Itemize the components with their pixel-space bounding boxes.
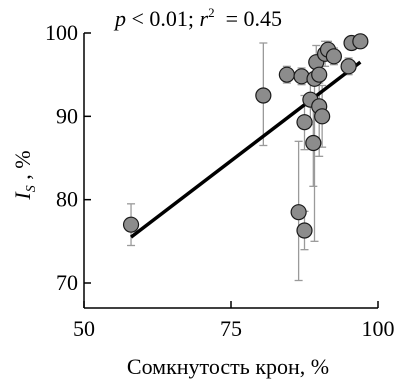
regression-line (129, 60, 362, 239)
data-point (122, 216, 140, 233)
x-tick-label: 50 (73, 316, 95, 341)
y-tick-label: 90 (56, 103, 78, 128)
data-point (352, 33, 369, 50)
y-axis-title-suffix: , % (10, 150, 35, 185)
y-tick-label: 70 (56, 270, 78, 295)
y-axis-title-main: I (10, 191, 35, 201)
data-point (290, 204, 307, 221)
stats-annotation: p < 0.01; r2 = 0.45 (113, 5, 282, 31)
data-point (255, 87, 272, 104)
data-point (340, 58, 357, 75)
y-tick-label: 100 (45, 20, 78, 45)
x-axis-ticks: 50 75 100 (73, 301, 395, 341)
r-exponent: 2 (208, 5, 215, 20)
x-tick-label: 75 (220, 316, 242, 341)
r-symbol: r (200, 6, 209, 31)
svg-text:IS , %: IS , % (10, 150, 39, 200)
data-point (325, 48, 342, 65)
data-point (296, 114, 313, 131)
y-axis-ticks: 70 80 90 100 (45, 20, 91, 295)
y-axis-title: IS , % (10, 150, 39, 200)
y-tick-label: 80 (56, 187, 78, 212)
data-points (122, 33, 369, 239)
p-symbol: p (113, 6, 126, 31)
x-axis-title: Сомкнутость крон, % (127, 354, 329, 379)
r-value-text: = 0.45 (215, 6, 282, 31)
data-point (278, 66, 295, 83)
data-point (314, 108, 331, 125)
error-bars (127, 34, 365, 282)
y-axis-title-sub: S (24, 185, 39, 192)
data-point (305, 134, 322, 152)
x-tick-label: 100 (362, 316, 395, 341)
p-value-text: < 0.01; (126, 6, 200, 31)
data-point (311, 66, 328, 83)
data-point (296, 222, 313, 239)
